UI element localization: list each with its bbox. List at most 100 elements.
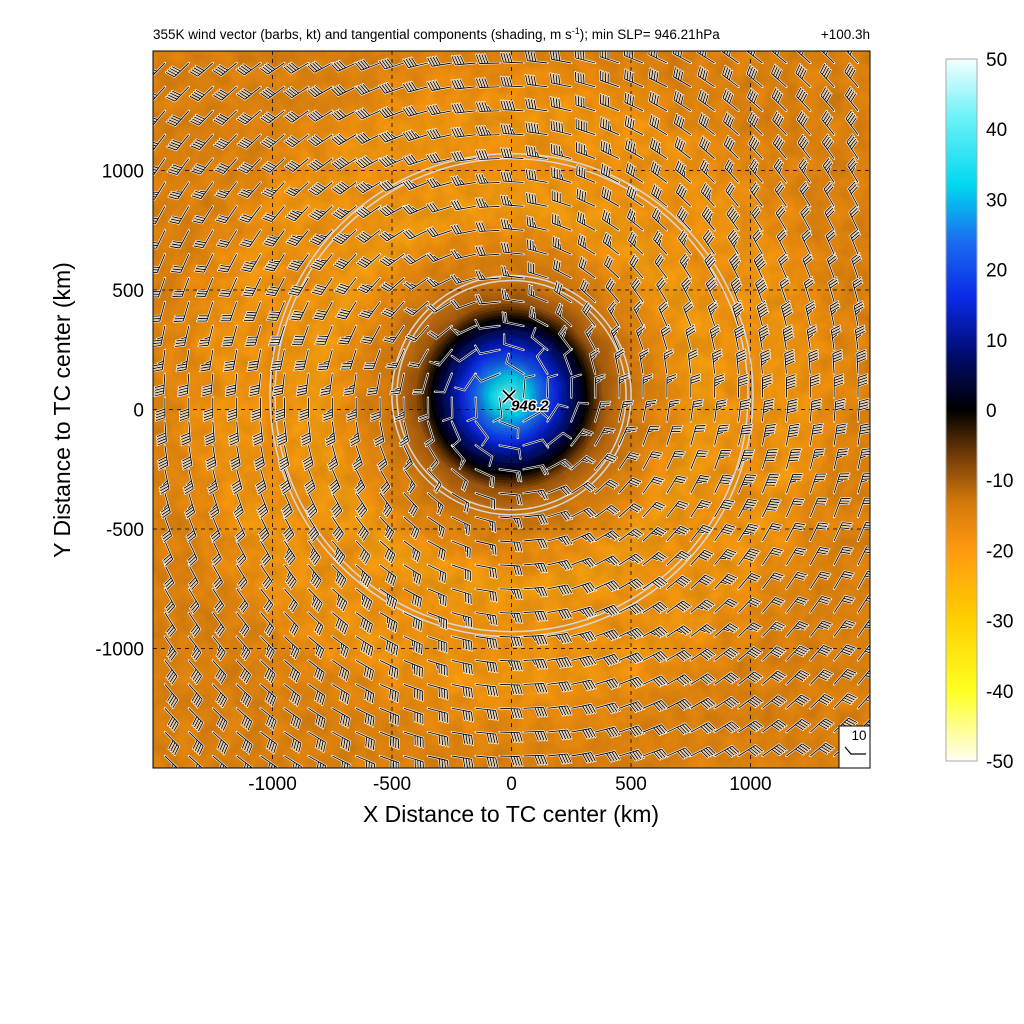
wind-barb — [331, 60, 357, 72]
wind-barb — [355, 707, 375, 727]
wind-barb — [475, 707, 499, 720]
wind-barb — [475, 445, 493, 466]
wind-barb — [355, 660, 374, 680]
wind-barb — [738, 744, 764, 757]
wind-barb — [475, 659, 498, 673]
wind-barb — [721, 51, 739, 64]
wind-barb — [800, 205, 811, 231]
wind-barb — [451, 151, 476, 162]
wind-barb — [576, 188, 596, 207]
x-axis-ticks: -1000 -500 0 500 1000 — [248, 774, 771, 795]
wind-barb — [236, 684, 252, 707]
wind-barb — [236, 755, 253, 768]
wind-barb — [356, 253, 381, 268]
wind-barb — [308, 158, 333, 171]
wind-barb — [427, 301, 453, 313]
wind-barb — [601, 209, 620, 231]
wind-barb — [690, 697, 716, 710]
wind-barb — [523, 514, 548, 525]
wind-barb — [236, 540, 247, 566]
wind-barb — [833, 497, 851, 518]
wind-barb — [594, 479, 619, 494]
wind-barb — [284, 158, 309, 172]
wind-barb — [786, 596, 808, 613]
wind-barb — [332, 660, 350, 681]
wind-barb — [525, 122, 548, 136]
wind-barb — [651, 207, 668, 231]
wind-barb — [395, 397, 405, 422]
wind-barb — [179, 397, 190, 422]
wind-barb — [571, 532, 597, 543]
wind-barb — [213, 86, 237, 101]
wind-barb — [857, 669, 870, 685]
wind-barb — [294, 349, 309, 371]
colorbar-tick-label: 40 — [986, 120, 1007, 141]
wind-barb — [355, 181, 381, 194]
wind-barb — [215, 182, 238, 199]
wind-barb — [501, 289, 524, 303]
wind-barb — [379, 253, 405, 267]
wind-barb — [355, 469, 366, 495]
wind-barb — [331, 516, 344, 542]
wind-barb — [153, 301, 166, 323]
wind-barb — [738, 523, 759, 542]
wind-barb — [270, 349, 285, 371]
x-icon — [502, 389, 516, 403]
wind-barb — [786, 571, 808, 590]
wind-barb — [245, 325, 262, 346]
wind-barb — [846, 134, 859, 159]
wind-barb — [746, 51, 763, 64]
wind-barb — [284, 110, 309, 123]
wind-barb — [164, 636, 177, 661]
wind-barb — [153, 230, 166, 249]
wind-barb — [260, 660, 276, 683]
wind-barb — [153, 86, 166, 101]
wind-barb — [547, 608, 572, 620]
wind-barb — [261, 158, 285, 173]
wind-barb — [499, 707, 523, 719]
wind-barb — [857, 522, 870, 542]
wind-barb — [188, 612, 201, 637]
wind-barb — [212, 660, 227, 684]
wind-barb — [600, 140, 620, 160]
wind-barb — [332, 707, 351, 728]
wind-barb — [571, 703, 596, 715]
wind-barb — [198, 325, 214, 347]
wind-barb — [355, 636, 374, 657]
wind-barb — [570, 374, 581, 398]
wind-barb — [724, 159, 739, 183]
wind-barb — [500, 148, 524, 160]
wind-barb — [327, 445, 339, 471]
reference-barb-label: 10 — [851, 728, 866, 743]
wind-barb — [830, 325, 841, 350]
wind-barb — [203, 397, 214, 422]
wind-barb — [523, 586, 548, 597]
wind-barb — [856, 349, 867, 374]
x-tick-label: -500 — [373, 774, 411, 795]
wind-barb — [809, 693, 834, 709]
wind-barb — [523, 411, 549, 422]
wind-barb — [558, 325, 572, 351]
wind-barb — [730, 276, 742, 303]
wind-barb — [650, 161, 668, 183]
wind-barb — [418, 397, 429, 422]
x-tick-label: -1000 — [248, 774, 297, 795]
wind-barb — [624, 116, 644, 136]
wind-barb — [738, 449, 755, 470]
wind-barb — [225, 373, 238, 397]
wind-barb — [309, 229, 333, 246]
wind-barb — [284, 731, 302, 753]
wind-barb — [379, 636, 399, 656]
wind-barb — [523, 562, 548, 573]
wind-barb — [551, 190, 572, 207]
wind-barb — [809, 522, 829, 542]
wind-barb — [805, 301, 816, 327]
wind-barb — [734, 325, 745, 350]
wind-barb — [762, 596, 785, 613]
wind-barb — [599, 70, 620, 88]
wind-barb — [242, 277, 262, 297]
wind-barb — [180, 421, 191, 446]
wind-barb — [642, 451, 662, 470]
wind-barb — [379, 731, 400, 749]
wind-barb — [642, 552, 667, 566]
